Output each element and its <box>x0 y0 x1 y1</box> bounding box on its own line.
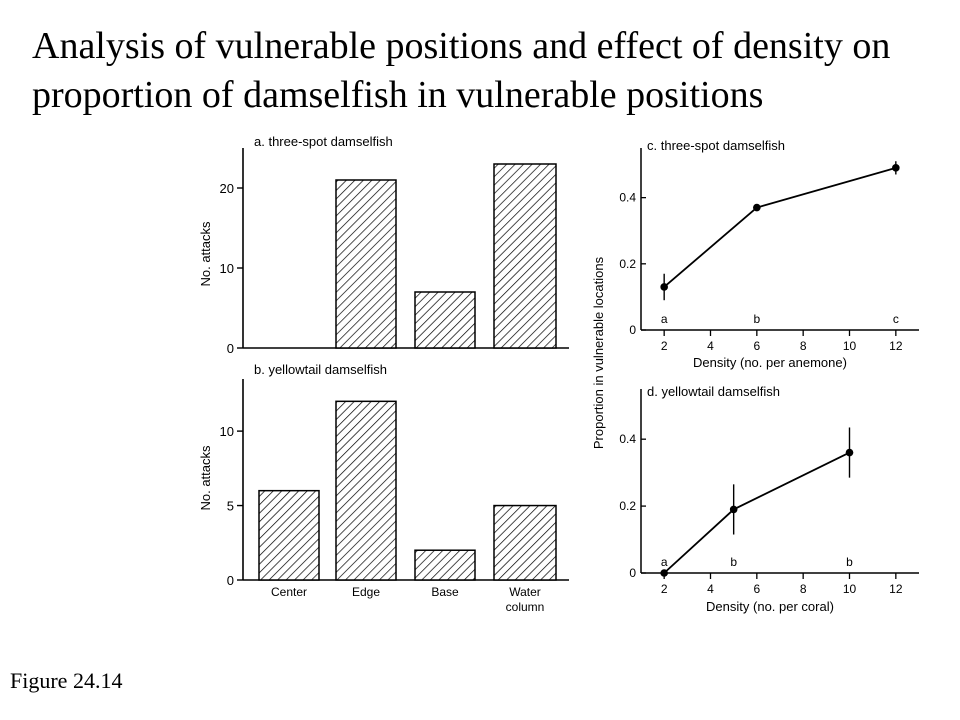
significance-letter: b <box>753 312 760 326</box>
panel-c: c. three-spot damselfish 0 0.2 0.4 2 4 6 8 10 12 D… <box>619 138 919 370</box>
x-tick-label: 4 <box>707 582 714 596</box>
x-tick-label: Edge <box>352 585 380 599</box>
y-tick-label: 0.2 <box>619 499 636 513</box>
slide-title: Analysis of vulnerable positions and eff… <box>32 25 891 116</box>
x-tick-label: 8 <box>800 339 807 353</box>
y-tick-label: 5 <box>227 499 234 514</box>
x-tick-label: Center <box>271 585 307 599</box>
bar-base <box>414 549 476 581</box>
y-tick-label: 20 <box>220 181 234 196</box>
panel-a: a. three-spot damselfish No. attacks 0 10 20 <box>198 134 569 356</box>
y-tick-label: 0 <box>227 341 234 356</box>
significance-letter: a <box>661 312 668 326</box>
data-point <box>660 569 668 577</box>
significance-letter: a <box>661 555 668 569</box>
panel-b: b. yellowtail damselfish No. attacks 0 5 10 C… <box>198 362 569 614</box>
series-line <box>663 451 850 574</box>
panel-title: b. yellowtail damselfish <box>254 362 387 377</box>
x-tick-label: 2 <box>661 339 668 353</box>
x-axis-label: Density (no. per anemone) <box>693 355 847 370</box>
shared-y-axis-label: Proportion in vulnerable locations <box>591 256 606 449</box>
x-tick-label: 2 <box>661 582 668 596</box>
significance-letter: b <box>846 555 853 569</box>
x-tick-label: Base <box>431 585 459 599</box>
data-point <box>660 283 668 291</box>
x-tick-label: Water column <box>506 585 545 614</box>
panel-title: c. three-spot damselfish <box>647 138 785 153</box>
y-tick-label: 0.4 <box>619 432 636 446</box>
y-tick-label: 0 <box>629 566 636 580</box>
y-axis-label: No. attacks <box>198 445 213 511</box>
bar-edge <box>335 400 397 581</box>
bar-center <box>258 489 320 581</box>
x-tick-label: 10 <box>843 582 857 596</box>
y-tick-label: 10 <box>220 424 234 439</box>
x-tick-label: 8 <box>800 582 807 596</box>
figure-caption: Figure 24.14 <box>10 668 123 693</box>
x-tick-label: 12 <box>889 582 903 596</box>
y-axis-label: No. attacks <box>198 221 213 287</box>
bar-water-column <box>493 163 557 349</box>
x-tick-label: 12 <box>889 339 903 353</box>
significance-letter: b <box>730 555 737 569</box>
x-axis-label: Density (no. per coral) <box>706 599 834 614</box>
x-tick-label: 6 <box>753 339 760 353</box>
y-tick-label: 0.4 <box>619 191 636 205</box>
data-point <box>892 164 900 172</box>
x-tick-label: 6 <box>753 582 760 596</box>
panel-d: d. yellowtail damselfish 0 0.2 0.4 2 4 6 8 10 12 D… <box>619 384 919 614</box>
bar-base <box>414 291 476 349</box>
y-tick-label: 0.2 <box>619 257 636 271</box>
panel-title: a. three-spot damselfish <box>254 134 393 149</box>
data-point <box>729 505 738 514</box>
data-point <box>845 448 854 457</box>
data-point <box>753 203 761 212</box>
panel-title: d. yellowtail damselfish <box>647 384 780 399</box>
x-tick-label: 10 <box>843 339 857 353</box>
series-line <box>663 166 897 288</box>
y-tick-label: 0 <box>629 323 636 337</box>
bar-edge <box>335 179 397 349</box>
y-tick-label: 10 <box>220 261 234 276</box>
y-tick-label: 0 <box>227 573 234 588</box>
significance-letter: c <box>893 312 899 326</box>
bar-water-column <box>493 504 557 581</box>
x-tick-label: 4 <box>707 339 714 353</box>
